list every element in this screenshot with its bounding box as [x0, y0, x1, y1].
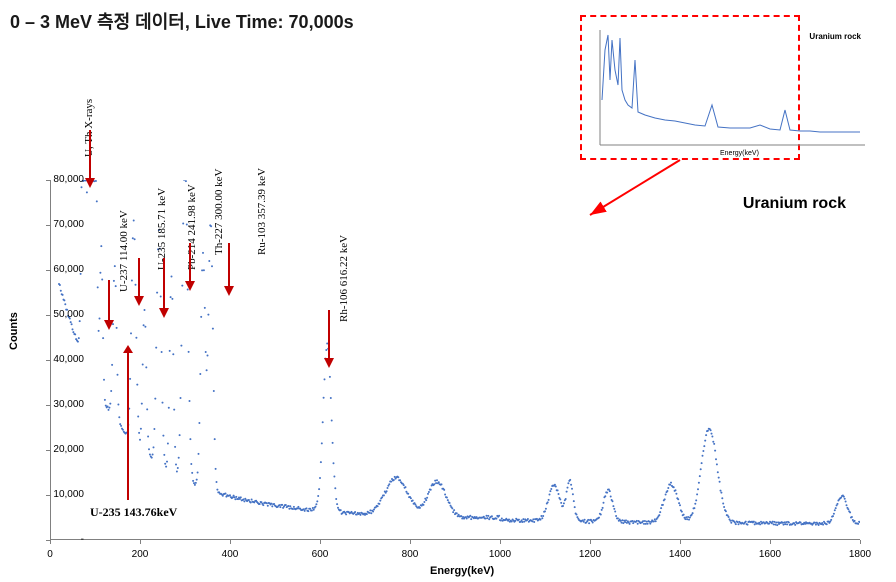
- u235-bottom-arrow: [120, 345, 140, 505]
- peak-label: Th-227 300.00 keV: [213, 169, 225, 255]
- x-tick-label: 600: [312, 549, 329, 560]
- x-tick-label: 800: [402, 549, 419, 560]
- x-tick-label: 400: [222, 549, 239, 560]
- peak-arrow: [163, 258, 165, 310]
- peak-label: Ru-103 357.39 keV: [256, 168, 268, 255]
- y-tick-label: 20,000: [44, 444, 84, 455]
- inset-x-axis-label: Energy(keV): [720, 150, 759, 157]
- inset-chart: [590, 20, 870, 150]
- x-axis-label: Energy(keV): [430, 565, 494, 577]
- peak-label: U-237 114.00 keV: [118, 210, 130, 292]
- peak-arrow: [108, 280, 110, 322]
- peak-arrow: [328, 310, 330, 360]
- x-tick-label: 1800: [849, 549, 871, 560]
- peak-arrow: [89, 130, 91, 180]
- y-tick-label: 10,000: [44, 489, 84, 500]
- y-tick-label: 80,000: [44, 174, 84, 185]
- page-title: 0 – 3 MeV 측정 데이터, Live Time: 70,000s: [10, 8, 354, 34]
- main-spectrum: [50, 180, 860, 540]
- peak-label: Rh-106 616.22 keV: [338, 235, 350, 322]
- x-tick-label: 1200: [579, 549, 601, 560]
- peak-arrow: [228, 243, 230, 288]
- y-tick-label: 70,000: [44, 219, 84, 230]
- u235-bottom-label: U-235 143.76keV: [90, 505, 177, 520]
- x-tick-label: 1400: [669, 549, 691, 560]
- peak-arrow: [189, 243, 191, 283]
- y-tick-label: 60,000: [44, 264, 84, 275]
- x-tick-label: 200: [132, 549, 149, 560]
- y-axis-label: Counts: [8, 312, 20, 350]
- y-tick-label: 30,000: [44, 399, 84, 410]
- peak-arrow: [138, 258, 140, 298]
- peak-label: U-235 185.71 keV: [156, 188, 168, 270]
- x-tick-label: 1000: [489, 549, 511, 560]
- x-tick-label: 1600: [759, 549, 781, 560]
- y-tick-label: 50,000: [44, 309, 84, 320]
- peak-label: Pb-214 241.98 keV: [186, 184, 198, 270]
- y-tick-label: 40,000: [44, 354, 84, 365]
- x-tick-label: 0: [47, 549, 53, 560]
